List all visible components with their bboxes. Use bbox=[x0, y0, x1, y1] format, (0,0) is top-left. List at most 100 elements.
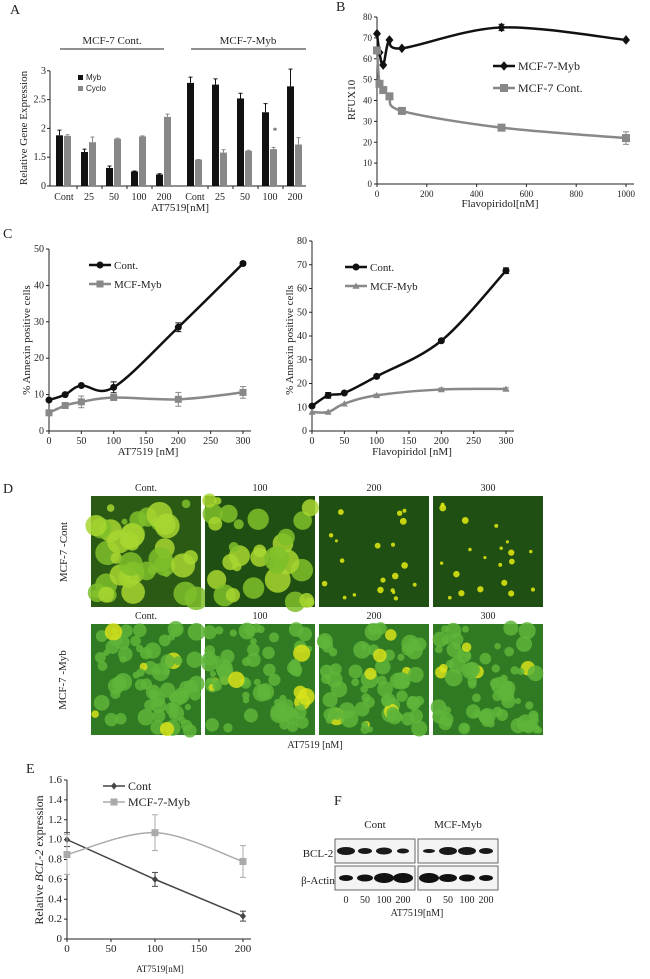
cell bbox=[468, 547, 472, 552]
D-row-label: MCF-7 -Myb bbox=[57, 650, 69, 710]
cell bbox=[293, 685, 307, 699]
cell bbox=[412, 582, 417, 587]
F-lane-label: 100 bbox=[377, 895, 392, 906]
cell bbox=[392, 590, 396, 595]
C2-x-tick-label: 250 bbox=[466, 436, 481, 447]
cell bbox=[162, 667, 171, 676]
A-category-label: 200 bbox=[157, 192, 172, 203]
cell bbox=[136, 668, 145, 677]
C2-x-tick-label: 300 bbox=[499, 436, 514, 447]
cell bbox=[411, 720, 428, 737]
cell bbox=[212, 681, 222, 691]
C2-x-tick-label: 0 bbox=[310, 436, 315, 447]
cell bbox=[394, 712, 404, 722]
E-x-axis-label: AT7519[nM] bbox=[136, 964, 184, 974]
E-y-tick-label: 0 bbox=[57, 933, 63, 945]
A-y-tick-label: 0 bbox=[41, 181, 46, 192]
micrograph-image bbox=[316, 622, 429, 737]
cell bbox=[154, 514, 176, 535]
micrograph-image bbox=[319, 496, 429, 607]
C2-y-tick-label: 20 bbox=[297, 379, 307, 390]
A-category-label: 25 bbox=[84, 192, 94, 203]
C1-y-axis-label: % Annexin positive cells bbox=[21, 285, 33, 395]
A-y-tick-label: 1.5 bbox=[34, 152, 47, 163]
E-y-axis-label: Relative BCL-2 expression bbox=[32, 795, 46, 924]
B-data-point bbox=[622, 35, 630, 45]
C2-y-tick-label: 60 bbox=[297, 284, 307, 295]
cell bbox=[242, 577, 265, 599]
C2-data-point bbox=[308, 408, 316, 415]
cell bbox=[119, 624, 133, 638]
A-significance-marker: * bbox=[273, 126, 278, 136]
cell bbox=[334, 539, 338, 543]
cell bbox=[233, 519, 244, 530]
cell bbox=[504, 646, 514, 657]
cell bbox=[160, 654, 175, 669]
B-legend-label: MCF-7 Cont. bbox=[518, 81, 583, 95]
cell bbox=[478, 709, 494, 725]
cell bbox=[352, 593, 357, 597]
B-data-point bbox=[379, 86, 388, 95]
cell bbox=[121, 580, 145, 604]
cell bbox=[328, 533, 334, 538]
cell bbox=[228, 671, 245, 689]
cell bbox=[268, 673, 281, 686]
C2-y-tick-label: 70 bbox=[297, 260, 307, 271]
E-y-axis-label-part: expression bbox=[32, 795, 46, 849]
C2-y-tick-label: 40 bbox=[297, 331, 307, 342]
A-bar-cyclo bbox=[195, 159, 202, 186]
B-legend-label: MCF-7-Myb bbox=[518, 59, 580, 73]
C1-y-tick-label: 50 bbox=[34, 244, 44, 255]
cell bbox=[435, 645, 443, 654]
A-category-label: 100 bbox=[263, 192, 278, 203]
A-category-label: 50 bbox=[240, 192, 250, 203]
cell bbox=[402, 508, 407, 513]
C1-x-tick-label: 100 bbox=[106, 436, 121, 447]
cell bbox=[374, 542, 381, 549]
C2-legend-marker bbox=[352, 263, 360, 271]
F-row-label-bcl2: BCL-2 bbox=[303, 848, 334, 860]
cell bbox=[114, 673, 133, 691]
E-data-point bbox=[240, 912, 246, 920]
B-y-axis-label: RFUX10 bbox=[346, 79, 358, 120]
C1-data-point bbox=[61, 402, 69, 410]
cell bbox=[170, 553, 196, 578]
cell bbox=[91, 710, 99, 718]
cell bbox=[183, 724, 197, 738]
F-band-actin bbox=[439, 874, 457, 882]
cell bbox=[329, 663, 342, 676]
cell bbox=[446, 642, 462, 658]
cell bbox=[262, 646, 275, 660]
D-column-label: 300 bbox=[481, 483, 496, 494]
E-x-tick-label: 150 bbox=[191, 943, 208, 955]
C1-y-tick-label: 30 bbox=[34, 317, 44, 328]
B-x-tick-label: 0 bbox=[375, 189, 380, 199]
A-group-label: MCF-7 Cont. bbox=[82, 35, 142, 47]
cell bbox=[373, 648, 387, 663]
D-column-label: Cont. bbox=[135, 483, 157, 494]
cell bbox=[289, 659, 301, 670]
C2-data-point bbox=[373, 391, 381, 399]
F-band-actin bbox=[393, 873, 413, 883]
cell bbox=[167, 620, 184, 638]
D-column-label: 200 bbox=[367, 483, 382, 494]
panel-label-f: F bbox=[334, 794, 342, 809]
cell bbox=[104, 712, 119, 727]
C2-x-tick-label: 150 bbox=[402, 436, 417, 447]
micrograph-image bbox=[201, 622, 315, 735]
A-y-tick-label: 2 bbox=[41, 123, 46, 134]
cell bbox=[321, 580, 328, 587]
B-x-tick-label: 1000 bbox=[617, 189, 636, 199]
cell bbox=[154, 667, 162, 676]
cell bbox=[228, 541, 239, 553]
E-y-tick-label: 0.4 bbox=[48, 893, 62, 905]
cell bbox=[187, 623, 206, 641]
D-x-axis-label: AT7519 [nM] bbox=[287, 740, 342, 751]
E-y-tick-label: 0.2 bbox=[48, 913, 62, 925]
cell bbox=[135, 644, 144, 653]
cell bbox=[204, 645, 216, 656]
cell bbox=[396, 510, 403, 516]
A-category-label: 200 bbox=[288, 192, 303, 203]
B-data-point bbox=[379, 60, 388, 70]
C1-x-tick-label: 50 bbox=[76, 436, 86, 447]
